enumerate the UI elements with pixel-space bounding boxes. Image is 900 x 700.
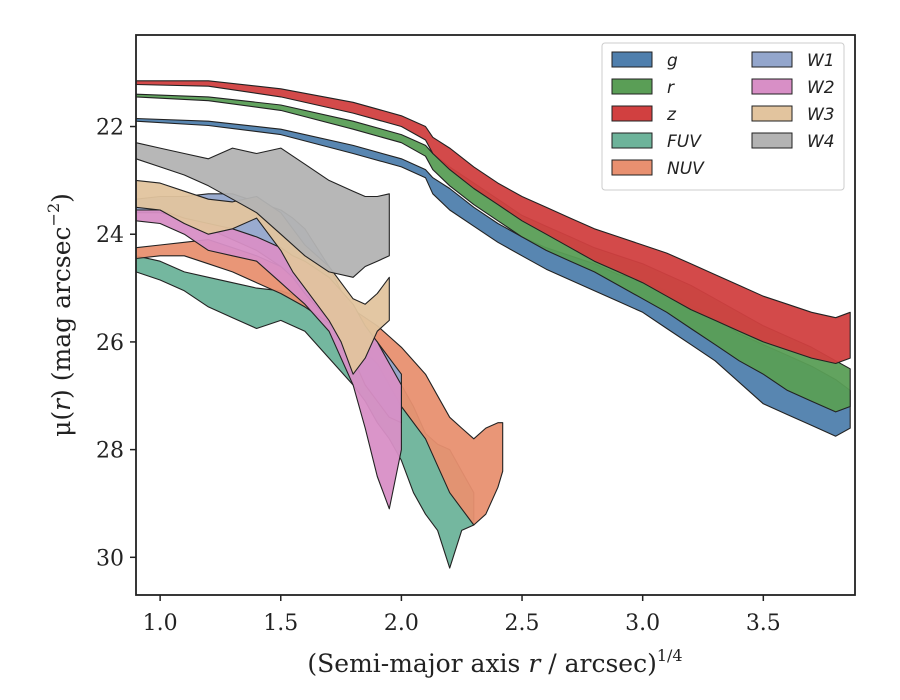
legend-label-z: z bbox=[666, 105, 677, 125]
x-tick-label: 1.0 bbox=[143, 611, 178, 636]
x-tick-label: 2.5 bbox=[505, 611, 540, 636]
legend-label-w1: W1 bbox=[807, 51, 835, 71]
legend-label-w4: W4 bbox=[807, 132, 835, 152]
band-z bbox=[135, 80, 851, 365]
legend-swatch-nuv bbox=[611, 159, 653, 176]
plot-frame bbox=[135, 34, 856, 596]
legend-swatch-w3 bbox=[751, 105, 793, 122]
legend-swatch-w1 bbox=[751, 51, 793, 68]
legend-swatch-r bbox=[611, 78, 653, 95]
legend-label-g: g bbox=[667, 51, 678, 71]
y-tick-label: 28 bbox=[96, 439, 124, 464]
x-tick-label: 2.0 bbox=[384, 611, 419, 636]
legend-label-fuv: FUV bbox=[667, 132, 702, 152]
y-tick-label: 24 bbox=[96, 223, 124, 248]
profile-bands bbox=[135, 80, 851, 569]
x-axis-label: (Semi-major axis r / arcsec)1/4 bbox=[307, 646, 682, 678]
legend-label-nuv: NUV bbox=[667, 159, 705, 179]
y-tick-label: 26 bbox=[96, 331, 124, 356]
x-tick-label: 3.5 bbox=[746, 611, 781, 636]
legend-swatch-z bbox=[611, 105, 653, 122]
x-axis-ticks: 1.0 1.5 2.0 2.5 3.0 3.5 bbox=[143, 595, 781, 636]
y-axis-label: μ(r) (mag arcsec−2) bbox=[44, 193, 76, 437]
y-axis-ticks: 22 24 26 28 30 bbox=[96, 116, 136, 571]
legend-swatch-g bbox=[611, 51, 653, 68]
legend-swatch-w2 bbox=[751, 78, 793, 95]
y-tick-label: 22 bbox=[96, 116, 124, 141]
legend-label-w2: W2 bbox=[807, 78, 835, 98]
band-w4 bbox=[135, 142, 390, 278]
band-g bbox=[135, 117, 851, 437]
y-tick-label: 30 bbox=[96, 546, 124, 571]
legend-label-r: r bbox=[667, 78, 675, 98]
x-tick-label: 1.5 bbox=[263, 611, 298, 636]
legend-swatch-w4 bbox=[751, 132, 793, 149]
x-tick-label: 3.0 bbox=[625, 611, 660, 636]
legend-label-w3: W3 bbox=[807, 105, 835, 125]
legend: grz FUV NUV W1 W2 W3 W4 bbox=[601, 42, 845, 191]
legend-swatch-fuv bbox=[611, 132, 653, 149]
